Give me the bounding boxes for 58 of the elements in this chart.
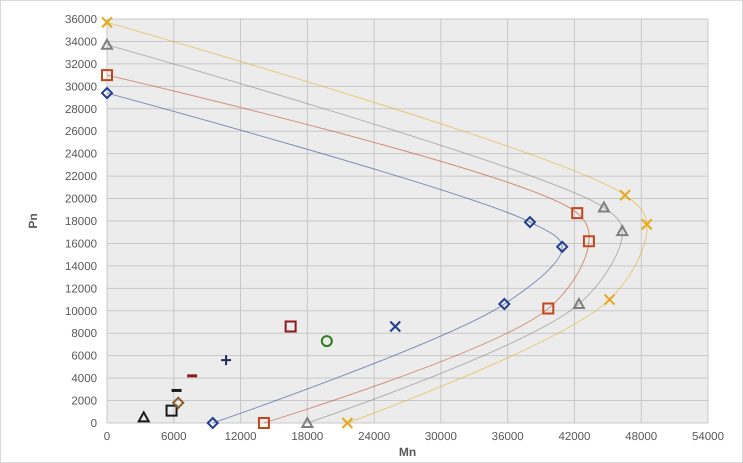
point [220,354,232,366]
point [542,302,554,315]
point [341,417,354,429]
point [284,320,297,332]
point [101,69,113,82]
x-tick-label: 42000 [558,431,590,443]
y-tick-label: 4000 [71,373,97,386]
x-tick-label: 48000 [625,431,658,443]
y-tick-label: 20000 [65,194,97,206]
point [206,417,219,429]
y-tick-label: 16000 [65,238,97,250]
point [604,294,616,306]
x-tick-label: 30000 [424,431,457,443]
x-tick-label: 24000 [358,431,390,443]
y-tick-label: 30000 [65,81,97,94]
y-tick-label: 22000 [65,171,97,184]
point [258,417,270,429]
point [571,207,584,220]
y-tick-label: 12000 [65,283,97,296]
x-tick-label: 54000 [692,431,724,443]
point [320,335,333,348]
point [598,202,610,213]
point [101,87,113,100]
y-tick-label: 8000 [71,328,97,340]
point [556,240,568,253]
y-tick-label: 14000 [65,260,97,273]
y-tick-label: 10000 [65,306,97,318]
point [619,189,632,202]
x-tick-label: 12000 [224,431,257,443]
y-tick-label: 24000 [65,148,97,161]
point [498,298,510,310]
point [301,417,314,428]
point [138,411,150,422]
point [582,235,595,248]
x-tick-label: 6000 [160,431,187,443]
y-tick-label: 36000 [65,14,97,26]
y-axis-title: Pn [26,213,40,229]
point [101,16,113,28]
x-tick-label: 0 [104,431,110,443]
point [640,218,653,230]
y-tick-label: 0 [90,418,97,430]
y-tick-label: 6000 [71,350,97,363]
point [524,216,536,228]
y-tick-label: 32000 [65,58,97,71]
point [572,298,585,310]
y-tick-label: 28000 [65,104,97,116]
point [101,38,113,50]
y-tick-label: 26000 [65,126,97,138]
x-tick-label: 18000 [291,431,324,443]
y-tick-label: 2000 [71,396,97,408]
point [166,404,178,417]
point [616,225,628,236]
point [389,320,402,332]
point [172,396,184,409]
x-axis-title: Mn [398,445,416,459]
x-tick-label: 36000 [492,431,524,443]
y-tick-label: 34000 [65,36,97,48]
y-tick-label: 18000 [65,216,97,228]
